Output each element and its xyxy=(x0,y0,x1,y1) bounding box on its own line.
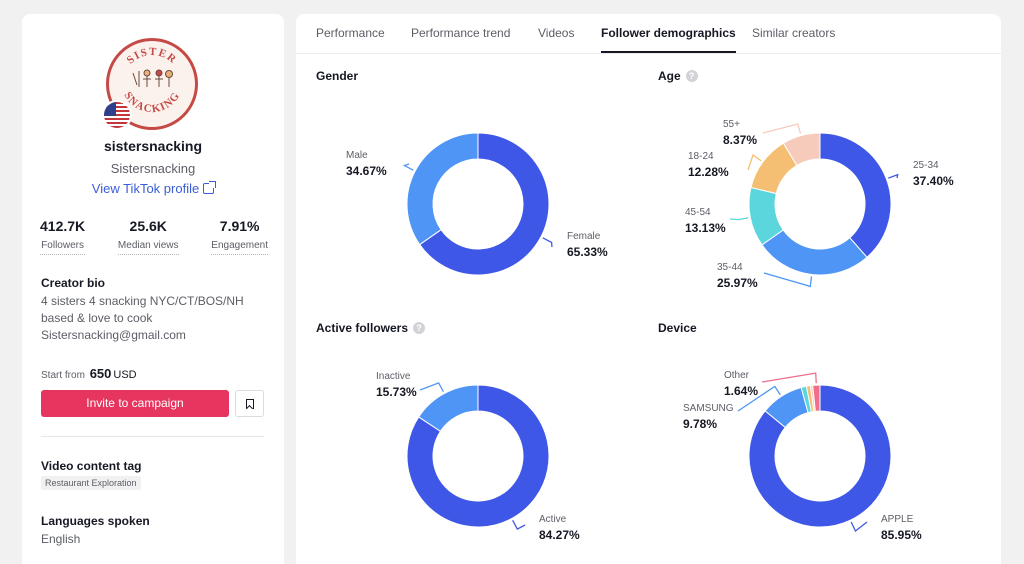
stat-followers: 412.7K Followers xyxy=(40,218,86,255)
device-leader-line xyxy=(850,521,868,533)
active-followers-leader-line xyxy=(419,382,444,393)
tab-follower-demographics[interactable]: Follower demographics xyxy=(601,26,736,53)
age-slice-25-34[interactable] xyxy=(819,132,892,258)
save-creator-button[interactable] xyxy=(235,390,264,417)
active-followers-slice-label: Active xyxy=(539,514,567,525)
bio-text: 4 sisters 4 snacking NYC/CT/BOS/NH based… xyxy=(41,294,244,342)
age-leader-line xyxy=(763,272,813,288)
gender-slice-value: 65.33% xyxy=(567,245,608,259)
active-followers-slice-active[interactable] xyxy=(406,384,550,528)
tab-videos[interactable]: Videos xyxy=(538,26,575,40)
age-slice-label: 35-44 xyxy=(717,262,743,273)
stat-value: 7.91% xyxy=(219,218,260,234)
gender-slice-label: Male xyxy=(346,150,368,161)
view-tiktok-profile-link[interactable]: View TikTok profile xyxy=(22,181,284,196)
age-slice-label: 45-54 xyxy=(685,207,711,218)
help-icon[interactable]: ? xyxy=(685,70,698,82)
device-slice-label: APPLE xyxy=(881,514,914,525)
gender-leader-line xyxy=(542,237,553,248)
help-icon[interactable]: ? xyxy=(413,322,426,334)
us-flag-icon xyxy=(102,100,132,130)
gender-slice-label: Female xyxy=(567,231,601,242)
active-followers-leader-line xyxy=(512,519,526,530)
external-link-icon xyxy=(203,181,217,194)
price-prefix: Start from xyxy=(41,370,85,381)
tab-performance[interactable]: Performance xyxy=(316,26,385,40)
starting-price: Start from 650 USD xyxy=(41,366,137,381)
age-leader-line xyxy=(747,153,762,171)
gender-slice-female[interactable] xyxy=(419,132,550,276)
stat-median-views: 25.6K Median views xyxy=(117,218,179,255)
device-leader-line xyxy=(761,372,817,384)
language-value: English xyxy=(41,532,81,546)
age-slice-label: 55+ xyxy=(723,119,740,130)
age-slice-55-[interactable] xyxy=(782,132,821,167)
active-followers-card-title: Active followers? xyxy=(316,321,426,335)
age-title-text: Age xyxy=(658,69,681,83)
age-slice-value: 8.37% xyxy=(723,133,757,147)
stat-value: 25.6K xyxy=(129,218,167,234)
device-slice-other[interactable] xyxy=(812,384,821,412)
age-slice-value: 12.28% xyxy=(688,165,729,179)
demographics-donut-charts: Female 65.33% Male 34.67% 25-34 37.40% 35-44 25… xyxy=(346,119,954,542)
nickname: Sistersnacking xyxy=(110,161,196,176)
bio-heading: Creator bio xyxy=(41,276,106,290)
creator-profile-card: SISTER SNACKING xyxy=(22,14,284,564)
age-card-title: Age? xyxy=(658,69,698,83)
device-slice-value: 9.78% xyxy=(683,417,717,431)
device-slice-value: 1.64% xyxy=(724,384,758,398)
username: sistersnacking xyxy=(103,138,203,154)
gender-title-text: Gender xyxy=(316,69,359,83)
divider xyxy=(41,436,264,437)
gender-card-title: Gender xyxy=(316,69,358,83)
gender-leader-line xyxy=(402,163,414,171)
avatar-text-top: SISTER xyxy=(125,46,178,67)
stat-engagement: 7.91% Engagement xyxy=(211,218,268,255)
avatar-logo: SISTER SNACKING xyxy=(121,46,181,115)
active-followers-slice-inactive[interactable] xyxy=(418,384,479,432)
age-slice-value: 13.13% xyxy=(685,221,726,235)
bookmark-icon xyxy=(246,399,254,409)
age-leader-line xyxy=(762,123,802,134)
price-currency: USD xyxy=(113,369,137,381)
content-tag: Restaurant Exploration xyxy=(41,476,141,490)
view-tiktok-profile-label: View TikTok profile xyxy=(91,181,200,196)
device-leader-line xyxy=(737,385,781,412)
age-slice-label: 18-24 xyxy=(688,151,714,162)
stat-label: Engagement xyxy=(211,240,268,255)
svg-text:SISTER: SISTER xyxy=(125,46,180,67)
gender-slice-male[interactable] xyxy=(406,132,479,246)
stat-value: 412.7K xyxy=(40,218,86,234)
active-followers-slice-value: 84.27% xyxy=(539,528,580,542)
demographics-panel: Performance Performance trend Videos Fol… xyxy=(296,14,1001,564)
tab-bar: Performance Performance trend Videos Fol… xyxy=(296,14,1001,54)
age-leader-line xyxy=(729,217,749,221)
invite-to-campaign-button[interactable]: Invite to campaign xyxy=(41,390,229,417)
stat-label: Median views xyxy=(117,240,179,255)
device-slice-value: 85.95% xyxy=(881,528,922,542)
device-slice-label: Other xyxy=(724,370,750,381)
age-leader-line xyxy=(888,173,899,179)
stat-label: Followers xyxy=(40,240,86,255)
device-slice-label: SAMSUNG xyxy=(683,403,734,414)
avatar[interactable]: SISTER SNACKING xyxy=(102,38,198,130)
video-content-tag-heading: Video content tag xyxy=(41,459,142,473)
creator-stats: 412.7K Followers 25.6K Median views 7.91… xyxy=(40,218,268,255)
device-card-title: Device xyxy=(658,321,697,335)
active-title-text: Active followers xyxy=(316,321,409,335)
tab-performance-trend[interactable]: Performance trend xyxy=(411,26,511,40)
age-slice-value: 37.40% xyxy=(913,174,954,188)
device-title-text: Device xyxy=(658,321,697,335)
languages-heading: Languages spoken xyxy=(41,514,150,528)
device-slice-apple[interactable] xyxy=(748,384,892,528)
tab-similar-creators[interactable]: Similar creators xyxy=(752,26,836,40)
active-followers-slice-value: 15.73% xyxy=(376,385,417,399)
gender-slice-value: 34.67% xyxy=(346,164,387,178)
age-slice-label: 25-34 xyxy=(913,160,939,171)
age-slice-value: 25.97% xyxy=(717,276,758,290)
price-value: 650 xyxy=(89,366,112,381)
active-followers-slice-label: Inactive xyxy=(376,371,411,382)
